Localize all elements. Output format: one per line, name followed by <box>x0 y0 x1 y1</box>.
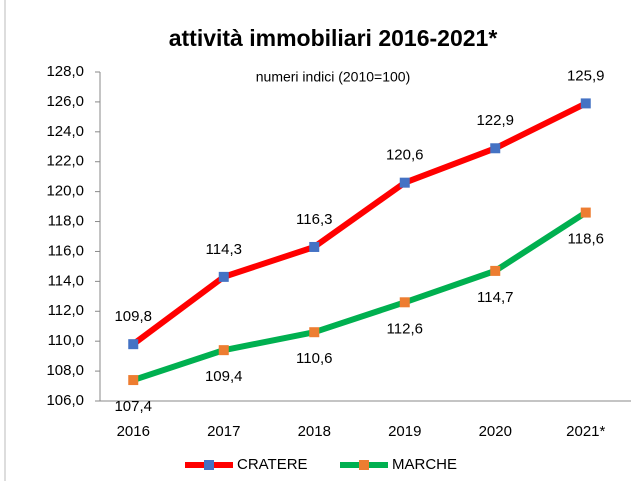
data-label: 114,3 <box>206 241 242 258</box>
y-tick-label: 106,0 <box>46 392 84 409</box>
y-tick-label: 112,0 <box>48 302 84 319</box>
data-label: 109,4 <box>205 368 243 385</box>
x-tick-label: 2017 <box>207 423 240 440</box>
point-marker <box>309 241 320 252</box>
legend-marker <box>204 460 214 470</box>
point-marker <box>218 345 229 356</box>
chart-subtitle: numeri indici (2010=100) <box>256 69 410 85</box>
data-label: 109,8 <box>114 308 152 325</box>
y-tick-label: 124,0 <box>46 123 84 140</box>
chart-title: attività immobiliari 2016-2021* <box>169 25 498 51</box>
y-tick-label: 108,0 <box>46 362 84 379</box>
y-tick-label: 128,0 <box>46 63 84 80</box>
point-marker <box>128 375 139 386</box>
point-marker <box>399 177 410 188</box>
y-tick-label: 120,0 <box>46 183 84 200</box>
y-tick-label: 110,0 <box>48 332 84 349</box>
data-label: 110,6 <box>296 350 332 367</box>
y-tick-label: 114,0 <box>48 272 84 289</box>
data-label: 118,6 <box>568 231 604 248</box>
point-marker <box>490 143 501 154</box>
point-marker <box>580 207 591 218</box>
y-tick-label: 126,0 <box>46 93 84 110</box>
point-marker <box>309 327 320 338</box>
data-label: 125,9 <box>567 67 605 84</box>
data-label: 112,6 <box>387 320 423 337</box>
x-tick-label: 2016 <box>117 423 150 440</box>
x-tick-label: 2018 <box>298 423 331 440</box>
data-label: 114,7 <box>477 289 513 306</box>
point-marker <box>128 339 139 350</box>
data-label: 122,9 <box>476 112 514 129</box>
data-label: 120,6 <box>386 147 424 164</box>
data-label: 107,4 <box>114 398 152 415</box>
y-tick-label: 116,0 <box>48 242 84 259</box>
point-marker <box>218 271 229 282</box>
legend-label: CRATERE <box>237 456 308 473</box>
legend-marker <box>359 460 369 470</box>
series-line <box>132 210 588 383</box>
legend-label: MARCHE <box>392 456 457 473</box>
y-tick-label: 122,0 <box>46 153 84 170</box>
point-marker <box>580 98 591 109</box>
point-marker <box>399 297 410 308</box>
x-tick-label: 2019 <box>388 423 421 440</box>
point-marker <box>490 265 501 276</box>
x-tick-label: 2021* <box>566 423 605 440</box>
x-tick-label: 2020 <box>479 423 512 440</box>
y-tick-label: 118,0 <box>48 213 84 230</box>
series-line <box>131 100 588 347</box>
data-label: 116,3 <box>296 211 332 228</box>
